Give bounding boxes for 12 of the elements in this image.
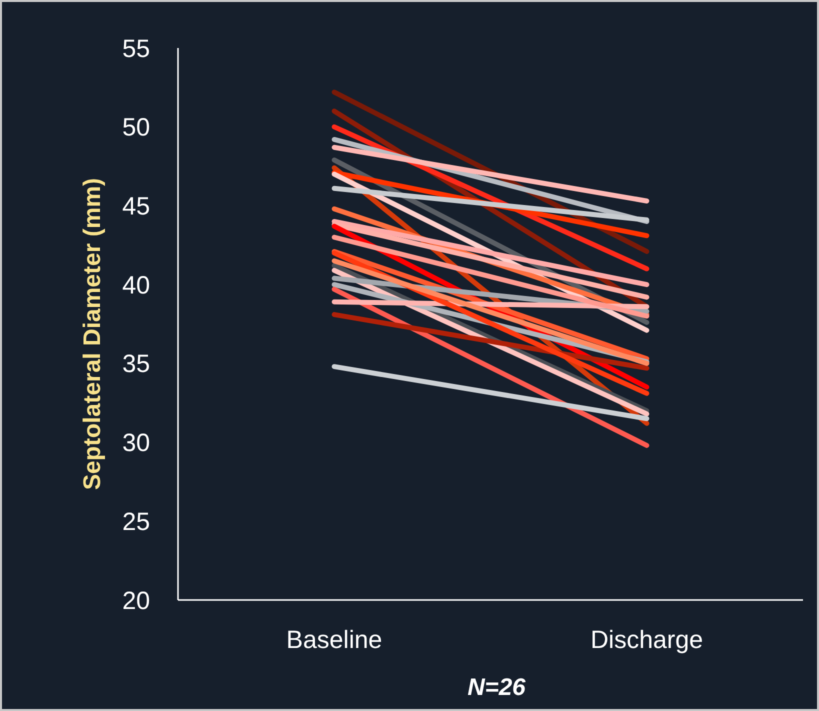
y-axis-title: Septolateral Diameter (mm) (79, 178, 106, 490)
y-tick-label: 20 (122, 586, 150, 615)
y-tick-label: 25 (122, 508, 150, 536)
x-tick-label: Discharge (590, 626, 704, 654)
y-tick-label: 35 (122, 350, 150, 378)
x-axis-title: N=26 (467, 674, 526, 701)
y-tick-label: 40 (122, 271, 150, 300)
y-tick-label: 55 (122, 34, 150, 63)
y-tick-label: 45 (122, 192, 150, 220)
y-tick-label: 30 (122, 429, 150, 458)
x-tick-label: Baseline (286, 626, 382, 654)
y-tick-label: 50 (122, 114, 150, 142)
